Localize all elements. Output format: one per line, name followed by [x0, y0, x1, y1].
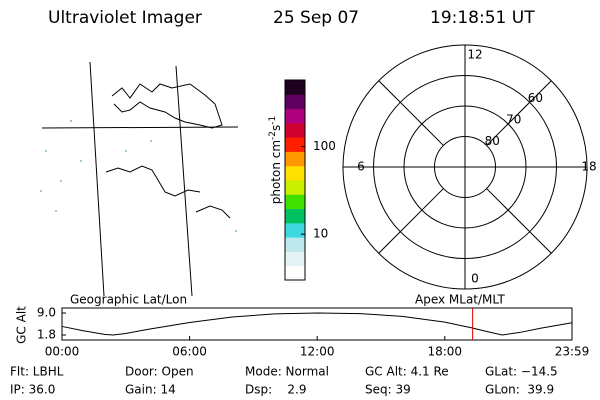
polar-spoke: [486, 188, 552, 254]
ring-label: 70: [506, 112, 521, 126]
polar-spoke: [486, 80, 552, 146]
x-tick-label: 23:59: [555, 345, 590, 359]
x-tick-label: 18:00: [427, 345, 462, 359]
status-field: Dsp: 2.9: [245, 383, 307, 397]
map-label: Geographic Lat/Lon: [70, 293, 187, 307]
colorbar-segment: [285, 208, 305, 224]
colorbar-segment: [285, 137, 305, 152]
altitude-line: [61, 312, 573, 336]
map: [40, 61, 239, 297]
status-field: Flt: LBHL: [10, 365, 64, 379]
status-field: IP: 36.0: [10, 383, 55, 397]
title: Ultraviolet Imager: [48, 8, 202, 28]
mlt-label: 18: [581, 160, 596, 174]
ring-label: 60: [528, 91, 543, 105]
colorbar-segment: [285, 108, 305, 124]
mlt-label: 12: [467, 48, 482, 62]
date: 25 Sep 07: [273, 8, 359, 28]
colorbar-segment: [285, 151, 305, 167]
colorbar-segment: [285, 194, 305, 210]
status-field: GLon: 39.9: [485, 383, 554, 397]
mlt-label: 0: [471, 272, 479, 286]
status-field: GC Alt: 4.1 Re: [365, 365, 449, 379]
x-tick-label: 06:00: [172, 345, 207, 359]
polar-ring: [434, 136, 496, 198]
colorbar-segment: [285, 94, 305, 110]
mlt-label: 6: [357, 160, 365, 174]
polar-label: Apex MLat/MLT: [415, 293, 505, 307]
label-part: s: [269, 125, 283, 131]
colorbar-tick-label: 100: [313, 139, 336, 153]
polar-spoke: [378, 80, 444, 146]
colorbar-segment: [285, 265, 305, 281]
colorbar-segment: [285, 165, 305, 181]
colorbar-segment: [285, 222, 305, 238]
polar-ring: [373, 75, 557, 259]
time: 19:18:51 UT: [430, 8, 535, 28]
colorbar-segment: [285, 251, 305, 267]
colorbar-segment: [285, 180, 305, 195]
polar-spoke: [378, 188, 444, 254]
colorbar-segment: [285, 80, 305, 95]
label-part: -1: [268, 116, 278, 125]
x-tick-label: 12:00: [300, 345, 335, 359]
ring-label: 80: [485, 134, 500, 148]
y-tick-label: 9.0: [37, 306, 56, 320]
label-part: photon cm: [269, 140, 283, 204]
colorbar-label: photon cm-2s-1: [268, 116, 283, 205]
y-axis-label: GC Alt: [15, 306, 29, 344]
status-field: GLat: −14.5: [485, 365, 558, 379]
status-field: Seq: 39: [365, 383, 411, 397]
status-field: Door: Open: [125, 365, 194, 379]
polar-ring: [403, 105, 527, 229]
colorbar-frame: [284, 79, 306, 281]
y-tick-label: 1.8: [37, 328, 56, 342]
label-part: -2: [268, 131, 278, 140]
x-tick-label: 00:00: [45, 345, 80, 359]
status-field: Mode: Normal: [245, 365, 329, 379]
colorbar-tick-label: 10: [313, 227, 328, 241]
colorbar-segment: [285, 237, 305, 252]
status-field: Gain: 14: [125, 383, 176, 397]
colorbar-segment: [285, 122, 305, 138]
